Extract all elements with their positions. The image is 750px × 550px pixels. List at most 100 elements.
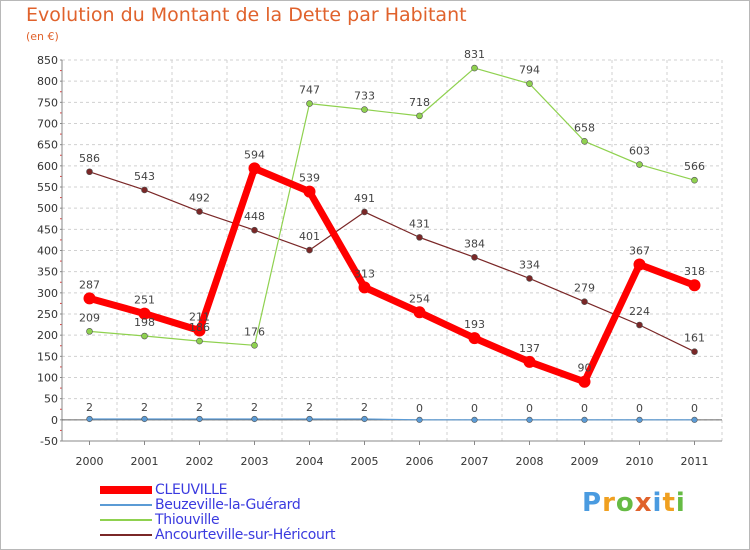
series-line-ancourteville-sur-hericourt <box>89 171 695 353</box>
series-line-beuzeville-la-guerard <box>89 418 695 421</box>
data-label-thiouville: 209 <box>79 311 100 324</box>
point-ancourteville-sur-hericourt <box>361 208 368 216</box>
x-tick-label: 2008 <box>516 455 544 468</box>
data-label-thiouville: 658 <box>574 121 595 134</box>
data-label-thiouville: 718 <box>409 96 430 109</box>
y-tick-label: 300 <box>37 287 58 300</box>
data-label-beuzeville-la-guerard: 0 <box>636 402 643 415</box>
legend-swatch-ancourteville <box>100 534 152 536</box>
y-tick-label: 50 <box>44 393 58 406</box>
point-cleuville <box>523 355 536 368</box>
x-tick-label: 2010 <box>626 455 654 468</box>
data-label-ancourteville-sur-hericourt: 279 <box>574 282 595 295</box>
point-beuzeville-la-guerard <box>306 415 313 423</box>
point-beuzeville-la-guerard <box>251 415 258 423</box>
point-beuzeville-la-guerard <box>141 415 148 423</box>
point-thiouville <box>526 80 533 88</box>
x-tick-label: 2001 <box>131 455 159 468</box>
logo-letter: i <box>675 488 686 518</box>
point-beuzeville-la-guerard <box>416 416 423 423</box>
series-line-thiouville <box>89 67 695 346</box>
point-thiouville <box>416 112 423 120</box>
data-label-thiouville: 733 <box>354 90 375 103</box>
data-label-cleuville: 254 <box>409 292 430 305</box>
legend-label-thiouville: Thiouville <box>155 512 220 528</box>
y-tick-label: 550 <box>37 181 58 194</box>
x-tick-label: 2011 <box>681 455 709 468</box>
data-label-thiouville: 747 <box>299 84 320 97</box>
x-tick-label: 2007 <box>461 455 489 468</box>
data-label-cleuville: 137 <box>519 342 540 355</box>
chart-subtitle: (en €) <box>26 30 59 43</box>
y-tick-label: -50 <box>40 435 58 448</box>
y-tick-label: 100 <box>37 372 58 385</box>
point-ancourteville-sur-hericourt <box>86 168 93 176</box>
x-tick-label: 2006 <box>406 455 434 468</box>
data-label-beuzeville-la-guerard: 0 <box>526 402 533 415</box>
point-thiouville <box>196 337 203 345</box>
x-tick-label: 2000 <box>76 455 104 468</box>
point-ancourteville-sur-hericourt <box>196 208 203 215</box>
data-label-thiouville: 603 <box>629 145 650 158</box>
data-label-thiouville: 794 <box>519 64 540 77</box>
point-thiouville <box>636 161 643 168</box>
y-tick-label: 800 <box>37 75 58 88</box>
legend-label-cleuville: CLEUVILLE <box>155 482 228 498</box>
point-beuzeville-la-guerard <box>581 416 588 423</box>
point-cleuville <box>193 324 206 337</box>
data-label-ancourteville-sur-hericourt: 543 <box>134 170 155 183</box>
x-tick-label: 2005 <box>351 455 379 468</box>
point-beuzeville-la-guerard <box>471 416 478 423</box>
point-beuzeville-la-guerard <box>636 416 643 423</box>
point-cleuville <box>138 307 151 320</box>
y-tick-label: 500 <box>37 202 58 215</box>
point-thiouville <box>251 342 258 349</box>
data-label-beuzeville-la-guerard: 0 <box>416 402 423 415</box>
y-tick-label: 850 <box>37 54 58 67</box>
data-label-ancourteville-sur-hericourt: 431 <box>409 217 430 230</box>
data-label-cleuville: 313 <box>354 267 375 280</box>
data-label-thiouville: 176 <box>244 325 265 338</box>
data-label-cleuville: 318 <box>684 265 705 278</box>
data-label-ancourteville-sur-hericourt: 334 <box>519 258 540 271</box>
point-thiouville <box>471 64 478 72</box>
data-label-ancourteville-sur-hericourt: 401 <box>299 230 320 243</box>
data-label-ancourteville-sur-hericourt: 586 <box>79 152 100 165</box>
legend-label-beuzeville: Beuzeville-la-Guérard <box>155 497 301 513</box>
legend-swatch-beuzeville <box>100 504 152 506</box>
data-label-cleuville: 287 <box>79 278 100 291</box>
data-label-beuzeville-la-guerard: 0 <box>581 402 588 415</box>
point-ancourteville-sur-hericourt <box>251 226 258 234</box>
point-beuzeville-la-guerard <box>196 415 203 423</box>
data-label-beuzeville-la-guerard: 0 <box>471 402 478 415</box>
point-cleuville <box>633 258 646 271</box>
point-thiouville <box>361 106 368 113</box>
y-tick-label: 0 <box>51 414 58 427</box>
data-label-thiouville: 566 <box>684 160 705 173</box>
y-tick-label: 700 <box>37 118 58 131</box>
series-line-cleuville <box>88 164 696 386</box>
data-label-beuzeville-la-guerard: 2 <box>361 401 368 414</box>
data-label-beuzeville-la-guerard: 2 <box>306 401 313 414</box>
y-tick-label: 200 <box>37 329 58 342</box>
legend-label-ancourteville: Ancourteville-sur-Héricourt <box>155 527 336 543</box>
data-label-cleuville: 211 <box>189 311 210 324</box>
data-label-beuzeville-la-guerard: 0 <box>691 402 698 415</box>
point-cleuville <box>248 162 261 175</box>
x-tick-label: 2003 <box>241 455 269 468</box>
logo-letter: r <box>602 488 616 518</box>
point-ancourteville-sur-hericourt <box>526 275 533 282</box>
y-tick-label: 350 <box>37 266 58 279</box>
x-tick-label: 2009 <box>571 455 599 468</box>
data-label-thiouville: 831 <box>464 48 485 61</box>
point-thiouville <box>691 176 698 184</box>
point-beuzeville-la-guerard <box>86 415 93 423</box>
point-cleuville <box>358 281 371 294</box>
proxiti-logo: Proxiti <box>582 488 686 518</box>
point-thiouville <box>86 328 93 335</box>
data-label-cleuville: 367 <box>629 244 650 257</box>
point-cleuville <box>303 185 316 198</box>
logo-letter: P <box>582 488 603 518</box>
point-ancourteville-sur-hericourt <box>141 186 148 194</box>
